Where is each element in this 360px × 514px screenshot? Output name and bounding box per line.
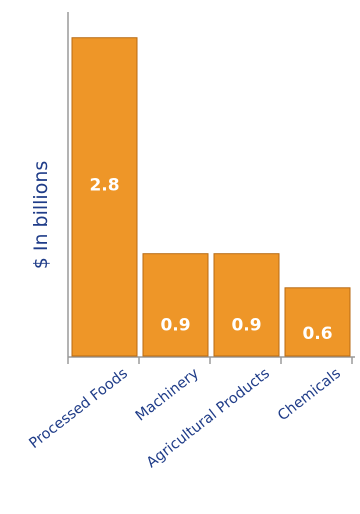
- data-label: 2.8: [89, 176, 119, 196]
- bar: [142, 253, 209, 357]
- x-tick-label: Agricultural Products: [144, 366, 273, 472]
- bar: [71, 37, 138, 357]
- x-tick-label: Chemicals: [275, 366, 344, 425]
- data-label: 0.9: [160, 315, 190, 335]
- y-axis-label: $ In billions: [30, 161, 52, 270]
- data-labels-group: 2.8 0.9 0.9 0.6: [89, 176, 332, 344]
- data-label: 0.6: [302, 324, 332, 344]
- data-label: 0.9: [231, 315, 261, 335]
- x-tick-label: Machinery: [133, 365, 202, 424]
- x-tick-label: Processed Foods: [26, 366, 130, 453]
- bars-group: [71, 37, 351, 357]
- bar: [213, 253, 280, 357]
- x-ticks-group: [67, 357, 353, 364]
- bar: [284, 287, 351, 357]
